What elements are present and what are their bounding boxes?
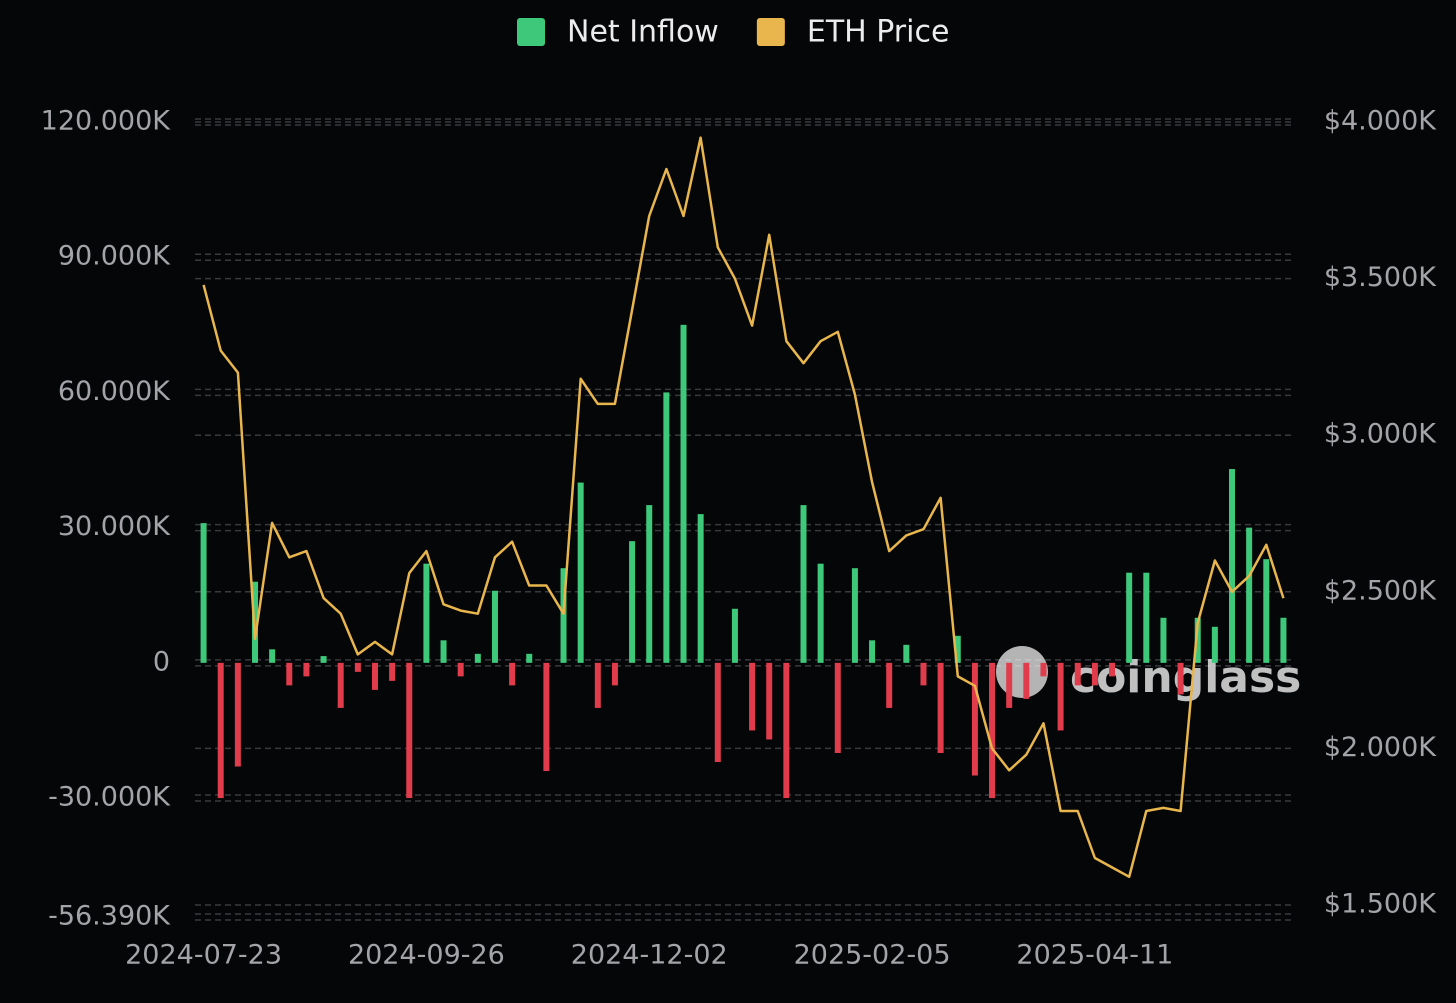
bar [217, 662, 224, 799]
bar [646, 505, 653, 663]
legend-label: ETH Price [807, 15, 950, 50]
bar [663, 392, 670, 663]
bar [1263, 559, 1270, 663]
y2-tick-label: $3.500K [1324, 262, 1437, 293]
bar [1109, 662, 1116, 677]
bar [1229, 469, 1236, 663]
bar [1246, 527, 1253, 663]
x-tick-label: 2024-09-26 [348, 940, 505, 971]
bar [200, 523, 207, 663]
watermark: coinglass [1070, 652, 1301, 703]
bar [629, 541, 636, 663]
y-tick-label: 0 [153, 646, 170, 677]
bar [731, 608, 738, 663]
bar [714, 662, 721, 763]
bar [1160, 617, 1167, 663]
bar [766, 662, 773, 740]
bar [1280, 617, 1287, 663]
legend-label: Net Inflow [567, 15, 719, 50]
bar [834, 662, 841, 753]
bar [457, 662, 464, 677]
bar [1194, 617, 1201, 663]
y-tick-label: -56.390K [48, 901, 171, 932]
y2-tick-label: $1.500K [1324, 889, 1437, 920]
bar [286, 662, 293, 686]
bar [371, 662, 378, 690]
y-tick-label: 120.000K [41, 106, 172, 137]
bar [886, 662, 893, 708]
x-tick-label: 2025-04-11 [1016, 940, 1173, 971]
bar [337, 662, 344, 708]
bar [989, 662, 996, 799]
bar [1074, 662, 1081, 686]
bar [320, 656, 327, 663]
bar [440, 640, 447, 663]
y2-tick-label: $2.500K [1324, 575, 1437, 606]
y-tick-label: 90.000K [58, 241, 171, 272]
bar [1006, 662, 1013, 708]
bar [920, 662, 927, 686]
y-tick-label: -30.000K [48, 782, 171, 813]
bar [817, 563, 824, 663]
bar [1040, 662, 1047, 677]
bar [389, 662, 396, 681]
bar [749, 662, 756, 731]
bar [269, 649, 276, 663]
y2-tick-label: $4.000K [1324, 106, 1437, 137]
bar [1143, 572, 1150, 663]
bar [234, 662, 241, 767]
bar [594, 662, 601, 708]
legend-swatch [517, 18, 545, 46]
bar [303, 662, 310, 677]
price-line [202, 136, 1285, 879]
bar [680, 324, 687, 663]
x-tick-label: 2024-12-02 [571, 940, 728, 971]
bar [800, 505, 807, 663]
bar [560, 568, 567, 663]
watermark-logo [996, 646, 1048, 698]
bar [869, 640, 876, 663]
y2-tick-label: $2.000K [1324, 732, 1437, 763]
bar [851, 568, 858, 663]
bar [526, 653, 533, 663]
bar [1211, 626, 1218, 663]
bar [543, 662, 550, 772]
bar [577, 482, 584, 663]
bar [954, 635, 961, 663]
bar [491, 590, 498, 663]
bar [509, 662, 516, 686]
legend-swatch [756, 18, 785, 46]
bar [1091, 662, 1098, 686]
bar [354, 662, 361, 672]
bar [1057, 662, 1064, 731]
bar [971, 662, 978, 776]
y-tick-label: 60.000K [58, 376, 171, 407]
bar [937, 662, 944, 753]
x-tick-label: 2025-02-05 [794, 940, 951, 971]
bar [783, 662, 790, 799]
y2-tick-label: $3.000K [1324, 419, 1437, 450]
bar [903, 644, 910, 663]
bar [474, 653, 481, 663]
x-tick-label: 2024-07-23 [125, 940, 282, 971]
bar [1126, 572, 1133, 663]
bar [423, 563, 430, 663]
bar [406, 662, 413, 799]
y-tick-label: 30.000K [58, 511, 171, 542]
bar [611, 662, 618, 686]
bar [697, 514, 704, 663]
bar [1177, 662, 1184, 695]
bar [1023, 662, 1030, 699]
